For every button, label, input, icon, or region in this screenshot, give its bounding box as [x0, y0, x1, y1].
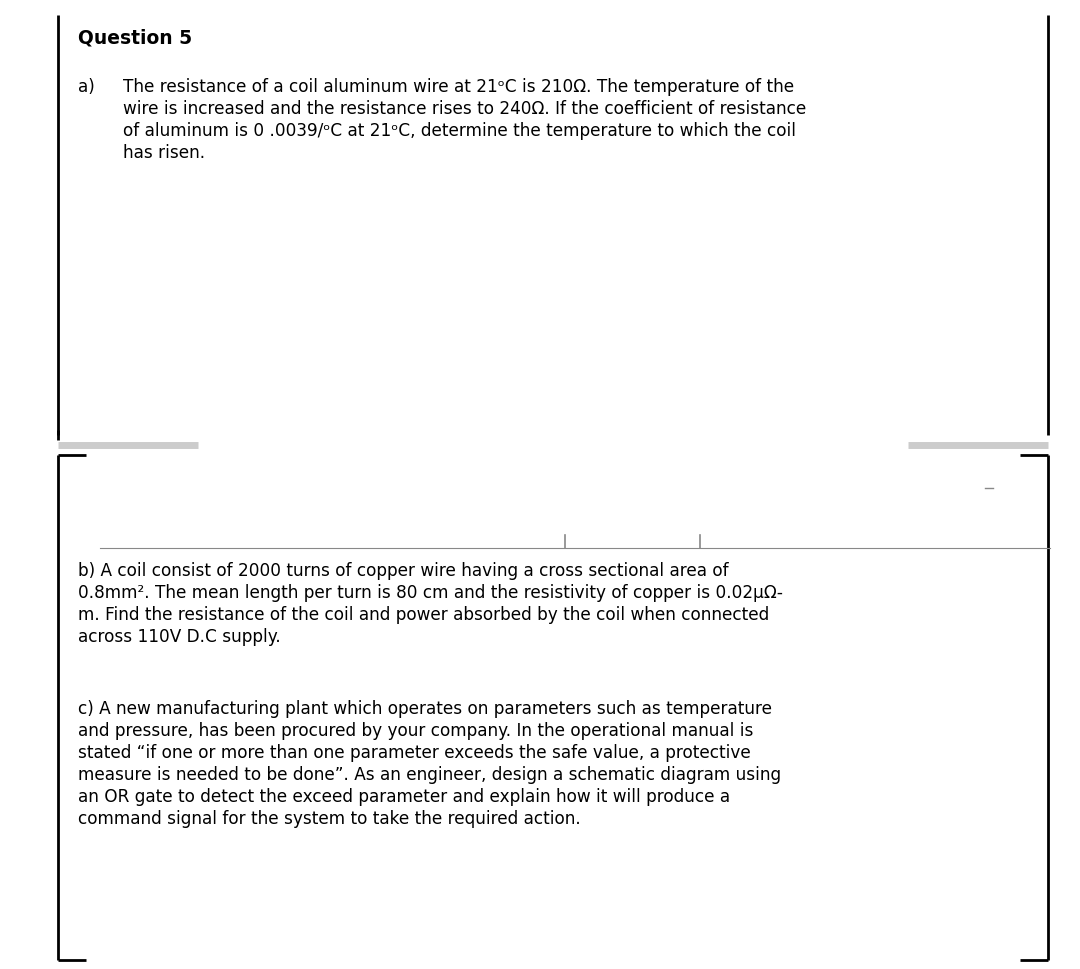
- Text: command signal for the system to take the required action.: command signal for the system to take th…: [78, 810, 581, 828]
- Text: has risen.: has risen.: [123, 144, 205, 162]
- Text: a): a): [78, 78, 95, 96]
- Text: The resistance of a coil aluminum wire at 21ᵒC is 210Ω. The temperature of the: The resistance of a coil aluminum wire a…: [123, 78, 794, 96]
- Text: c) A new manufacturing plant which operates on parameters such as temperature: c) A new manufacturing plant which opera…: [78, 700, 772, 718]
- Text: b) A coil consist of 2000 turns of copper wire having a cross sectional area of: b) A coil consist of 2000 turns of coppe…: [78, 562, 729, 580]
- Text: stated “if one or more than one parameter exceeds the safe value, a protective: stated “if one or more than one paramete…: [78, 744, 751, 762]
- Text: m. Find the resistance of the coil and power absorbed by the coil when connected: m. Find the resistance of the coil and p…: [78, 606, 769, 624]
- Text: measure is needed to be done”. As an engineer, design a schematic diagram using: measure is needed to be done”. As an eng…: [78, 766, 781, 784]
- Text: and pressure, has been procured by your company. In the operational manual is: and pressure, has been procured by your …: [78, 722, 754, 740]
- Text: wire is increased and the resistance rises to 240Ω. If the coefficient of resist: wire is increased and the resistance ris…: [123, 100, 807, 118]
- Text: an OR gate to detect the exceed parameter and explain how it will produce a: an OR gate to detect the exceed paramete…: [78, 788, 730, 806]
- Text: Question 5: Question 5: [78, 28, 192, 47]
- Text: 0.8mm². The mean length per turn is 80 cm and the resistivity of copper is 0.02μ: 0.8mm². The mean length per turn is 80 c…: [78, 584, 783, 602]
- Text: across 110V D.C supply.: across 110V D.C supply.: [78, 628, 281, 646]
- Text: of aluminum is 0 .0039/ᵒC at 21ᵒC, determine the temperature to which the coil: of aluminum is 0 .0039/ᵒC at 21ᵒC, deter…: [123, 122, 796, 140]
